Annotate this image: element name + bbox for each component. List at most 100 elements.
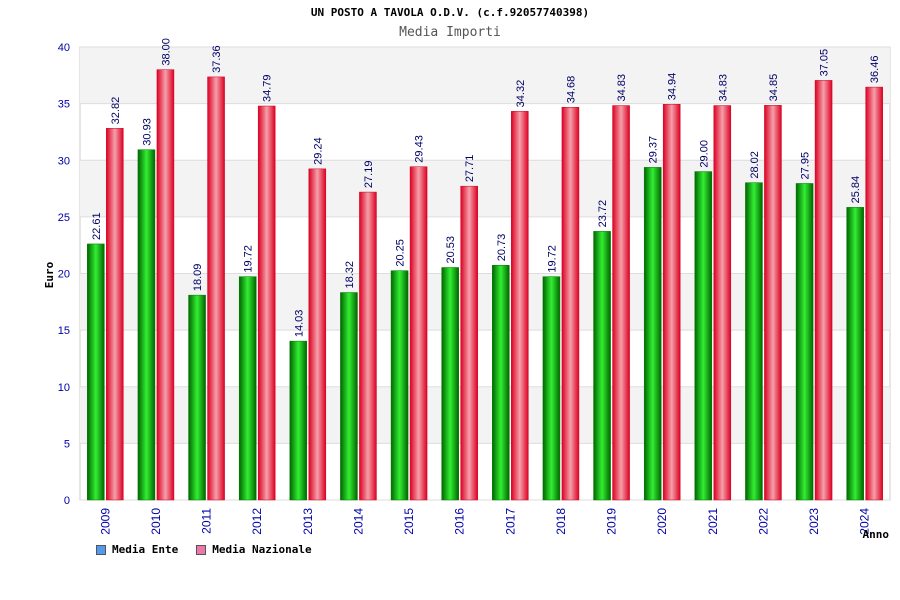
data-label-media-ente: 20.73 (496, 234, 508, 262)
x-axis-title: Anno (863, 528, 890, 541)
legend-item-media-nazionale: Media Nazionale (196, 543, 312, 556)
bar-media-nazionale (814, 80, 833, 501)
bar-media-nazionale (460, 185, 478, 501)
legend-swatch-nazionale (196, 544, 207, 555)
bar-media-nazionale (257, 105, 276, 501)
x-tick-label: 2015 (402, 508, 416, 535)
data-label-media-nazionale: 37.05 (819, 49, 831, 77)
data-label-media-ente: 20.53 (445, 236, 457, 264)
bar-media-ente (441, 267, 459, 501)
x-tick-label: 2012 (250, 508, 264, 535)
bar-media-nazionale (359, 191, 377, 501)
x-tick-label: 2024 (858, 508, 872, 535)
data-label-media-nazionale: 34.68 (565, 76, 577, 104)
y-tick-label: 40 (58, 42, 70, 54)
data-label-media-ente: 23.72 (597, 200, 609, 228)
x-tick-label: 2019 (605, 508, 619, 535)
y-tick-label: 25 (58, 212, 70, 224)
y-tick-label: 0 (64, 495, 70, 507)
data-label-media-ente: 19.72 (546, 245, 558, 273)
bar-media-nazionale (662, 104, 681, 501)
bar-media-ente (846, 207, 864, 501)
legend-label-nazionale: Media Nazionale (212, 543, 312, 556)
bar-media-ente (593, 231, 611, 501)
bar-media-nazionale (511, 111, 529, 501)
bar-media-ente (390, 270, 409, 501)
data-label-media-ente: 25.84 (850, 176, 862, 204)
data-label-media-nazionale: 34.94 (667, 73, 679, 101)
bar-media-nazionale (106, 128, 124, 501)
bar-media-ente (745, 182, 763, 501)
data-label-media-nazionale: 27.71 (464, 155, 476, 183)
chart-title: UN POSTO A TAVOLA O.D.V. (c.f.9205774039… (310, 6, 590, 19)
y-tick-label: 20 (58, 269, 70, 281)
x-tick-label: 2017 (503, 508, 517, 535)
data-label-media-nazionale: 29.24 (312, 137, 324, 165)
data-label-media-nazionale: 36.46 (869, 56, 881, 84)
bar-media-ente (542, 276, 561, 501)
data-label-media-ente: 28.02 (749, 151, 761, 179)
data-label-media-nazionale: 34.85 (768, 74, 780, 102)
bar-media-nazionale (713, 105, 732, 501)
bar-media-ente (289, 340, 308, 501)
bar-media-ente (188, 294, 206, 501)
data-label-media-ente: 14.03 (293, 310, 305, 338)
bar-media-nazionale (308, 168, 327, 501)
chart-subtitle: Media Importi (399, 25, 501, 40)
bar-media-nazionale (207, 76, 225, 501)
bar-media-ente (643, 167, 662, 501)
y-tick-label: 5 (64, 438, 70, 450)
data-label-media-ente: 22.61 (91, 212, 103, 240)
data-label-media-nazionale: 34.83 (717, 74, 729, 102)
bar-media-ente (795, 183, 814, 501)
data-label-media-nazionale: 29.43 (414, 135, 426, 163)
data-label-media-ente: 19.72 (243, 245, 255, 273)
chart-legend: Media Ente Media Nazionale (96, 543, 312, 556)
data-label-media-ente: 18.09 (192, 264, 204, 292)
data-label-media-nazionale: 34.79 (262, 74, 274, 102)
legend-label-ente: Media Ente (112, 543, 179, 556)
y-tick-label: 30 (58, 155, 70, 167)
data-label-media-nazionale: 34.32 (515, 80, 527, 108)
data-label-media-nazionale: 32.82 (110, 97, 122, 125)
x-tick-label: 2014 (351, 508, 365, 535)
bar-media-nazionale (764, 105, 782, 501)
x-tick-label: 2022 (756, 508, 770, 535)
bar-media-ente (694, 171, 713, 501)
data-label-media-nazionale: 27.19 (363, 161, 375, 189)
legend-item-media-ente: Media Ente (96, 543, 178, 556)
bar-media-ente (137, 149, 156, 501)
x-tick-label: 2020 (655, 508, 669, 535)
x-tick-label: 2018 (554, 508, 568, 535)
bar-media-nazionale (409, 166, 428, 501)
bar-media-nazionale (865, 86, 883, 501)
x-tick-label: 2009 (98, 508, 112, 535)
x-tick-label: 2023 (807, 508, 821, 535)
data-label-media-ente: 29.37 (648, 136, 660, 164)
x-tick-label: 2016 (453, 508, 467, 535)
y-tick-label: 15 (58, 325, 70, 337)
bar-media-ente (87, 243, 105, 501)
data-label-media-ente: 29.00 (698, 140, 710, 168)
x-tick-label: 2021 (706, 508, 720, 535)
bar-media-ente (492, 264, 510, 501)
data-label-media-nazionale: 37.36 (211, 45, 223, 73)
y-tick-label: 10 (58, 382, 70, 394)
data-label-media-ente: 20.25 (395, 239, 407, 267)
bar-media-nazionale (156, 69, 175, 501)
bar-media-ente (238, 276, 257, 501)
data-label-media-nazionale: 34.83 (616, 74, 628, 102)
y-axis-title: Euro (43, 261, 56, 288)
x-tick-label: 2011 (200, 508, 214, 534)
legend-swatch-ente (96, 544, 106, 555)
x-tick-label: 2013 (301, 508, 315, 535)
data-label-media-ente: 30.93 (141, 118, 153, 146)
bar-media-nazionale (612, 105, 630, 501)
x-tick-label: 2010 (149, 508, 163, 535)
bar-media-nazionale (561, 106, 580, 501)
data-label-media-nazionale: 38.00 (160, 38, 172, 66)
data-label-media-ente: 27.95 (800, 152, 812, 180)
bar-media-ente (340, 292, 358, 501)
data-label-media-ente: 18.32 (344, 261, 356, 289)
